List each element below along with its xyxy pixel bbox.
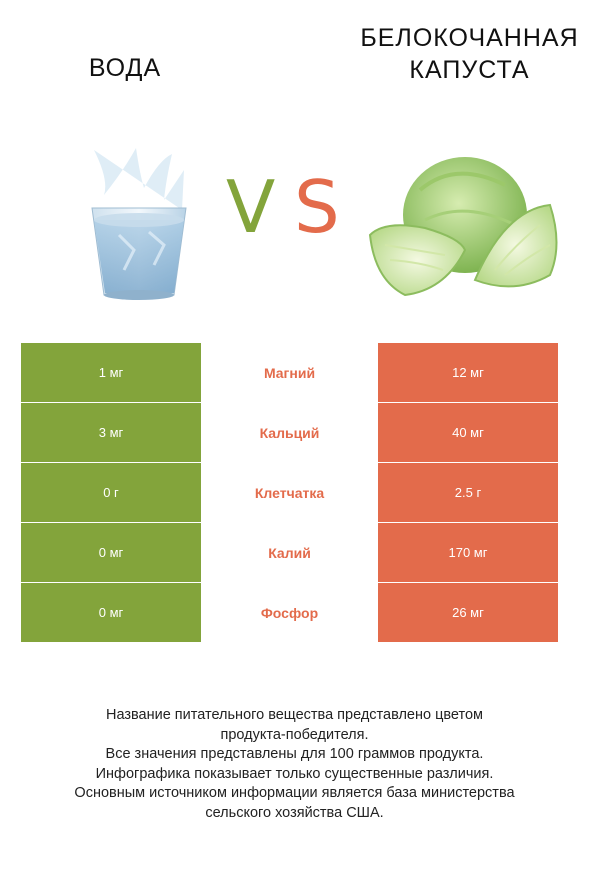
left-value: 0 мг — [21, 583, 201, 642]
nutrient-name: Фосфор — [201, 583, 378, 642]
right-title-line2: КАПУСТА — [409, 56, 530, 84]
nutrient-name: Калий — [201, 523, 378, 582]
vs-v: V — [226, 165, 276, 249]
table-row: 0 г Клетчатка 2.5 г — [21, 463, 558, 522]
left-title: ВОДА — [88, 54, 162, 82]
right-value: 170 мг — [378, 523, 558, 582]
table-row: 1 мг Магний 12 мг — [21, 343, 558, 402]
right-value: 26 мг — [378, 583, 558, 642]
nutrient-name: Кальций — [201, 403, 378, 462]
right-value: 2.5 г — [378, 463, 558, 522]
footnote-line: Название питательного вещества представл… — [105, 707, 484, 723]
right-title-line1: БЕЛОКОЧАННАЯ — [360, 24, 579, 52]
right-value: 40 мг — [378, 403, 558, 462]
nutrient-table: 1 мг Магний 12 мг 3 мг Кальций 40 мг 0 г… — [21, 343, 558, 643]
left-value: 0 г — [21, 463, 201, 522]
footnote-line: Все значения представлены для 100 граммо… — [105, 746, 484, 762]
left-value: 3 мг — [21, 403, 201, 462]
right-value: 12 мг — [378, 343, 558, 402]
nutrient-name: Клетчатка — [201, 463, 378, 522]
vs-label: V S — [222, 165, 352, 258]
right-title: БЕЛОКОЧАННАЯ КАПУСТА — [350, 22, 589, 86]
cabbage-image — [368, 157, 558, 297]
left-value: 1 мг — [21, 343, 201, 402]
footnote-line: сельского хозяйства США. — [205, 804, 384, 821]
table-row: 3 мг Кальций 40 мг — [21, 403, 558, 462]
table-row: 0 мг Калий 170 мг — [21, 523, 558, 582]
table-row: 0 мг Фосфор 26 мг — [21, 583, 558, 642]
water-glass-image — [91, 148, 187, 300]
footnote-line: продукта-победителя. — [220, 726, 369, 743]
left-value: 0 мг — [21, 523, 201, 582]
vs-s: S — [294, 165, 340, 249]
footnote-line: Инфографика показывает только существенн… — [95, 765, 494, 782]
nutrient-name: Магний — [201, 343, 378, 402]
footnote-line: Основным источником информации является … — [74, 785, 515, 801]
footnotes: Название питательного вещества представл… — [0, 706, 589, 823]
